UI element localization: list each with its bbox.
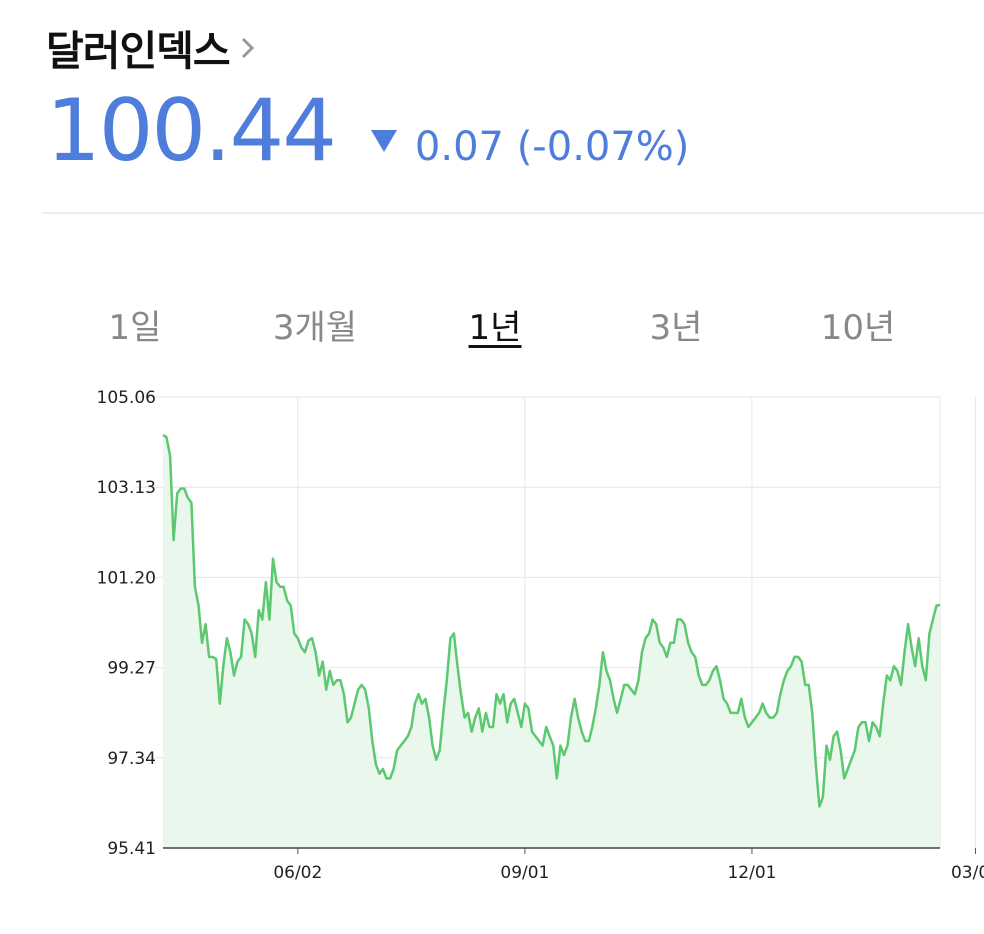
x-axis-ticks: 06/02 09/01 12/01 03/02 — [273, 848, 984, 883]
y-tick-label: 97.34 — [107, 749, 156, 769]
y-axis-ticks: 105.06 103.13 101.20 99.27 97.34 95.41 — [97, 388, 156, 859]
tab-3-months[interactable]: 3개월 — [272, 308, 358, 348]
x-tick-label: 03/02 — [951, 863, 984, 883]
down-arrow-icon — [370, 130, 397, 152]
x-tick-label: 12/01 — [727, 863, 776, 883]
y-tick-label: 103.13 — [97, 478, 156, 498]
current-price: 100.44 — [46, 81, 337, 181]
y-tick-label: 95.41 — [107, 839, 156, 859]
series-line — [162, 433, 940, 808]
index-title[interactable]: 달러인덱스 — [46, 27, 231, 75]
series-area — [163, 434, 940, 848]
x-tick-label: 06/02 — [273, 863, 322, 883]
tab-10-years[interactable]: 10년 — [820, 308, 896, 348]
tab-3-years[interactable]: 3년 — [649, 308, 703, 348]
chevron-right-icon[interactable] — [240, 35, 256, 65]
x-tick-label: 09/01 — [500, 863, 549, 883]
y-tick-label: 105.06 — [97, 388, 156, 408]
quote-header: 달러인덱스 100.44 0.07 (-0.07%) — [46, 16, 984, 174]
y-tick-label: 101.20 — [97, 568, 156, 588]
divider — [42, 212, 984, 214]
period-tabs: 1일 3개월 1년 3년 10년 — [0, 300, 984, 360]
tab-1-day[interactable]: 1일 — [108, 308, 162, 348]
y-tick-label: 99.27 — [107, 659, 156, 679]
tab-1-year[interactable]: 1년 — [468, 308, 522, 348]
price-change: 0.07 (-0.07%) — [414, 124, 690, 170]
